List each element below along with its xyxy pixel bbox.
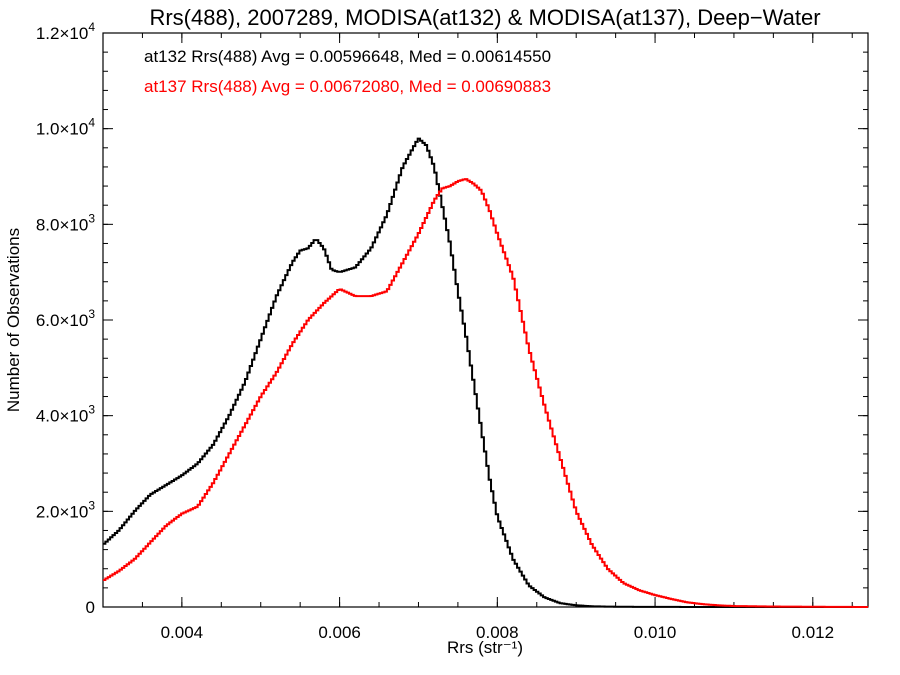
annotation-at137: at137 Rrs(488) Avg = 0.00672080, Med = 0…: [144, 77, 551, 96]
y-tick-label: 1.0×104: [36, 116, 95, 139]
series-line-1: [103, 178, 869, 608]
annotation-at132: at132 Rrs(488) Avg = 0.00596648, Med = 0…: [144, 47, 551, 66]
y-axis-label: Number of Observations: [4, 228, 23, 412]
series-line-0: [103, 137, 868, 608]
y-tick-label: 1.2×104: [36, 20, 95, 43]
chart-title: Rrs(488), 2007289, MODISA(at132) & MODIS…: [149, 5, 820, 30]
series-layer: [103, 137, 869, 608]
axes: 0.004 0.006 0.008 0.010 0.012 0 2.0×103 4.0×103…: [36, 20, 869, 642]
plot-frame: [102, 32, 869, 608]
y-tick-label: 6.0×103: [36, 307, 95, 330]
y-tick-label: 0: [86, 598, 95, 617]
x-axis-label: Rrs (str⁻¹): [447, 638, 523, 657]
y-tick-label: 8.0×103: [36, 211, 95, 234]
y-tick-label: 4.0×103: [36, 403, 95, 426]
x-tick-label: 0.008: [476, 623, 519, 642]
x-tick-label: 0.010: [634, 623, 677, 642]
y-tick-label: 2.0×103: [36, 498, 95, 521]
x-tick-label: 0.004: [161, 623, 204, 642]
x-tick-label: 0.006: [318, 623, 361, 642]
x-tick-label: 0.012: [792, 623, 835, 642]
